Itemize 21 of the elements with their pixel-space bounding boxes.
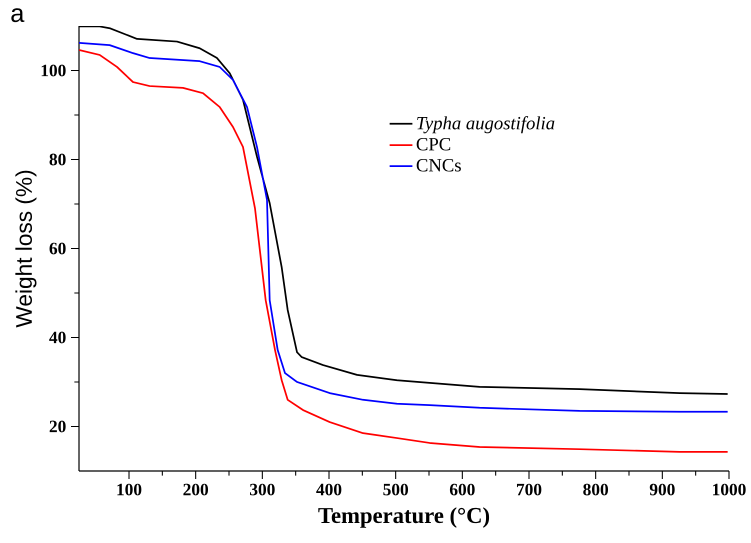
x-tick-label: 1000 xyxy=(713,484,746,496)
y-tick-label: 40 xyxy=(49,332,66,344)
y-tick-label: 20 xyxy=(50,420,66,432)
text: a xyxy=(11,8,24,22)
legend-label: CPC xyxy=(416,138,450,150)
x-axis-title: Temperature (°C) xyxy=(318,507,490,528)
y-tick-label: 60 xyxy=(50,242,66,254)
x-tick-label: 600 xyxy=(450,484,475,496)
x-tick-label: 200 xyxy=(183,484,208,496)
legend-label: CNCs xyxy=(416,158,461,172)
legend-label: Typha augostifolia xyxy=(417,116,554,134)
y-axis-title: Weight loss (%) xyxy=(15,170,36,328)
x-tick-label: 300 xyxy=(250,484,275,496)
x-tick-label: 400 xyxy=(316,484,342,496)
x-tick-label: 700 xyxy=(516,484,542,496)
x-tick-label: 500 xyxy=(383,484,408,496)
x-tick-label: 100 xyxy=(117,484,142,496)
x-tick-label: 800 xyxy=(583,484,608,496)
y-tick-label: 80 xyxy=(50,154,66,166)
x-tick-label: 900 xyxy=(650,484,675,496)
y-tick-label: 100 xyxy=(42,64,66,76)
